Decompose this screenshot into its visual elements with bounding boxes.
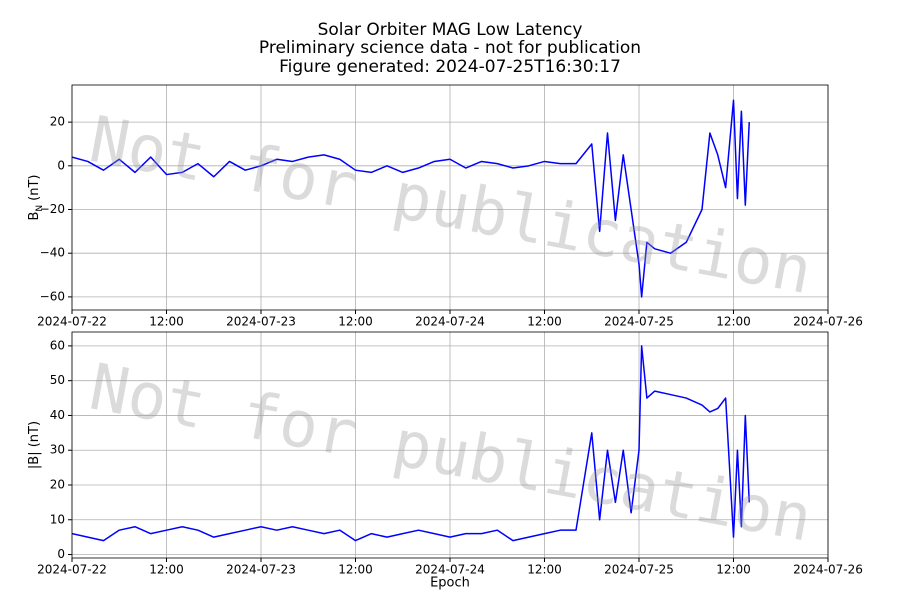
- x-axis-label: Epoch: [430, 576, 470, 591]
- y-axis-label-part: N: [35, 205, 45, 212]
- title: Solar Orbiter MAG Low Latency: [318, 20, 583, 40]
- axes-frame: [71, 331, 829, 559]
- x-tick-label: 12:00: [149, 563, 184, 577]
- x-tick-label: 2024-07-23: [226, 563, 296, 577]
- y-tick-label: 30: [50, 443, 65, 457]
- y-axis-label: |B| (nT): [27, 421, 42, 469]
- y-tick-label: 50: [50, 373, 65, 387]
- y-tick-label: 60: [50, 338, 65, 352]
- x-tick-label: 2024-07-26: [793, 315, 863, 329]
- x-tick-label: 12:00: [527, 315, 562, 329]
- x-tick-label: 2024-07-24: [415, 563, 485, 577]
- plot-area: [72, 99, 750, 298]
- x-tick-label: 2024-07-24: [415, 315, 485, 329]
- y-tick-label: 20: [50, 115, 65, 129]
- x-tick-label: 12:00: [149, 315, 184, 329]
- y-tick-label: 0: [57, 158, 65, 172]
- y-axis-label: BN (nT): [27, 175, 45, 221]
- y-tick-label: 0: [57, 547, 65, 561]
- x-tick-label: 2024-07-25: [604, 315, 674, 329]
- x-tick-label: 12:00: [716, 563, 751, 577]
- data-line: [72, 345, 750, 542]
- data-line: [72, 99, 750, 298]
- y-axis-label-part: (nT): [27, 175, 42, 201]
- y-tick-label: −60: [40, 289, 65, 303]
- y-tick-label: −40: [40, 246, 65, 260]
- y-axis-label-part: |B| (nT): [27, 421, 42, 469]
- y-axis-label-part: B: [27, 212, 42, 221]
- x-tick-label: 12:00: [716, 315, 751, 329]
- x-tick-label: 12:00: [338, 563, 373, 577]
- y-tick-label: −20: [40, 202, 65, 216]
- x-tick-label: 12:00: [338, 315, 373, 329]
- y-tick-label: 10: [50, 512, 65, 526]
- x-tick-label: 2024-07-23: [226, 315, 296, 329]
- x-tick-label: 2024-07-25: [604, 563, 674, 577]
- x-tick-label: 2024-07-26: [793, 563, 863, 577]
- x-tick-label: 2024-07-22: [37, 315, 107, 329]
- x-tick-label: 12:00: [527, 563, 562, 577]
- plot-area: [72, 345, 750, 542]
- y-tick-label: 40: [50, 408, 65, 422]
- axes-frame: [71, 84, 829, 311]
- x-tick-label: 2024-07-22: [37, 563, 107, 577]
- subtitle: Preliminary science data - not for publi…: [259, 38, 641, 58]
- subtitle: Figure generated: 2024-07-25T16:30:17: [279, 57, 621, 77]
- y-tick-label: 20: [50, 477, 65, 491]
